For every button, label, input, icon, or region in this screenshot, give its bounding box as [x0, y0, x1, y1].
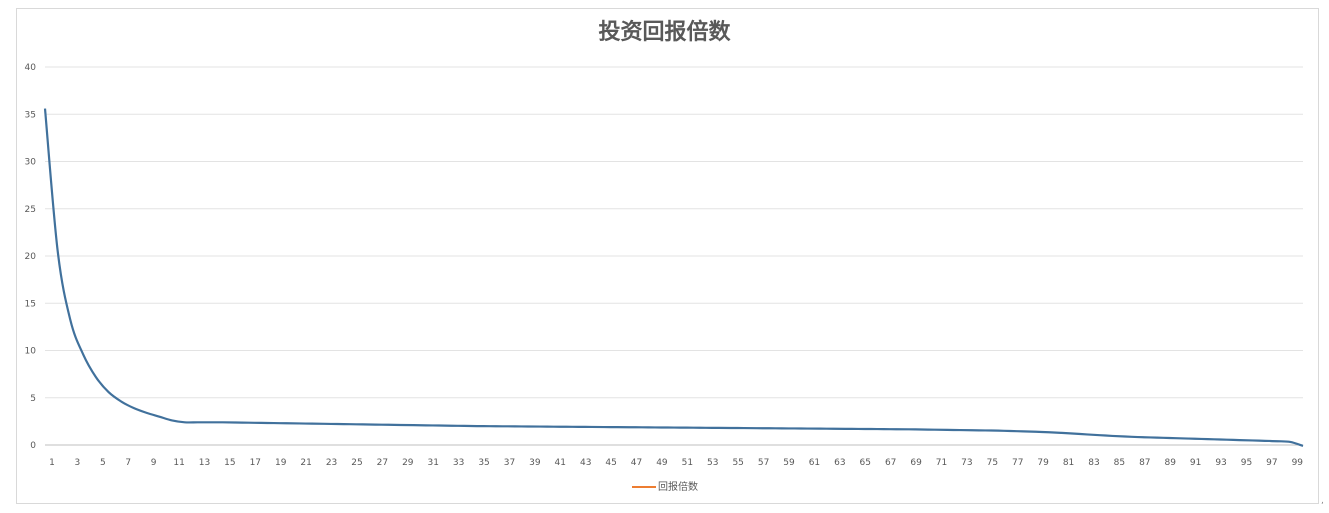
- chart-title: 投资回报倍数: [598, 20, 731, 45]
- x-tick-label: 47: [631, 458, 642, 468]
- x-tick-label: 81: [1063, 458, 1074, 468]
- x-tick-label: 17: [250, 458, 261, 468]
- x-tick-label: 53: [707, 458, 718, 468]
- x-tick-label: 21: [300, 458, 311, 468]
- y-tick-label: 15: [25, 299, 36, 309]
- x-tick-label: 37: [504, 458, 515, 468]
- x-tick-label: 73: [961, 458, 972, 468]
- x-tick-label: 3: [75, 458, 81, 468]
- y-tick-label: 10: [25, 347, 37, 357]
- x-tick-label: 97: [1266, 458, 1277, 468]
- x-tick-label: 87: [1139, 458, 1150, 468]
- x-tick-label: 15: [224, 458, 235, 468]
- y-tick-label: 35: [25, 110, 36, 120]
- x-tick-label: 65: [860, 458, 871, 468]
- x-tick-label: 33: [453, 458, 464, 468]
- x-tick-label: 31: [427, 458, 438, 468]
- x-tick-label: 61: [809, 458, 820, 468]
- x-tick-label: 99: [1292, 458, 1304, 468]
- x-tick-label: 77: [1012, 458, 1023, 468]
- x-tick-label: 29: [402, 458, 414, 468]
- x-tick-label: 55: [732, 458, 743, 468]
- x-tick-label: 35: [478, 458, 489, 468]
- x-tick-label: 93: [1215, 458, 1226, 468]
- y-tick-label: 25: [25, 205, 36, 215]
- x-tick-label: 7: [125, 458, 131, 468]
- x-tick-label: 45: [605, 458, 616, 468]
- x-tick-label: 25: [351, 458, 362, 468]
- y-tick-label: 5: [30, 394, 36, 404]
- x-tick-label: 41: [555, 458, 566, 468]
- x-tick-label: 51: [682, 458, 693, 468]
- x-tick-label: 79: [1037, 458, 1049, 468]
- y-tick-label: 20: [25, 252, 37, 262]
- x-tick-label: 49: [656, 458, 668, 468]
- x-tick-label: 85: [1114, 458, 1125, 468]
- x-tick-label: 63: [834, 458, 845, 468]
- x-tick-label: 27: [377, 458, 388, 468]
- x-tick-label: 43: [580, 458, 591, 468]
- x-tick-label: 59: [783, 458, 795, 468]
- x-tick-label: 23: [326, 458, 337, 468]
- x-tick-label: 11: [173, 458, 184, 468]
- x-tick-label: 1: [49, 458, 55, 468]
- x-tick-label: 5: [100, 458, 106, 468]
- legend-label: 回报倍数: [658, 480, 698, 493]
- x-tick-label: 91: [1190, 458, 1201, 468]
- x-tick-label: 9: [151, 458, 157, 468]
- y-tick-label: 40: [25, 63, 37, 73]
- series-line-0: [43, 108, 1304, 447]
- x-tick-label: 69: [910, 458, 922, 468]
- x-tick-label: 19: [275, 458, 287, 468]
- corner-mark: ,: [1321, 496, 1324, 506]
- y-tick-label: 0: [30, 441, 36, 451]
- x-tick-label: 75: [987, 458, 998, 468]
- x-tick-label: 95: [1241, 458, 1252, 468]
- x-tick-label: 67: [885, 458, 896, 468]
- x-tick-label: 89: [1164, 458, 1176, 468]
- x-tick-label: 83: [1088, 458, 1099, 468]
- y-tick-label: 30: [25, 158, 37, 168]
- x-tick-label: 13: [199, 458, 210, 468]
- x-tick-label: 71: [936, 458, 947, 468]
- x-tick-label: 39: [529, 458, 541, 468]
- x-tick-label: 57: [758, 458, 769, 468]
